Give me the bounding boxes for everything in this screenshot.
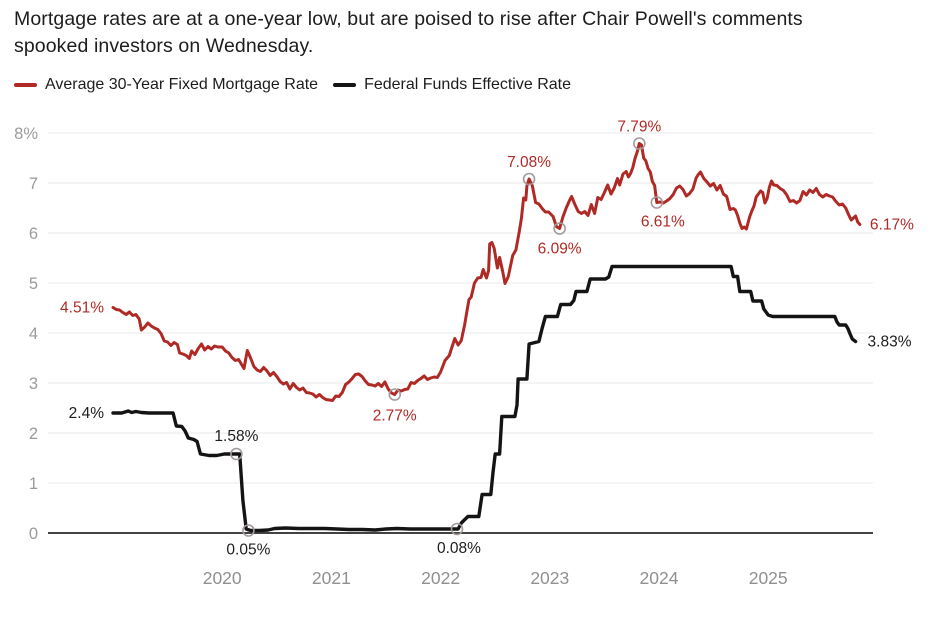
- svg-text:5: 5: [29, 275, 38, 293]
- svg-text:6: 6: [29, 225, 38, 243]
- annotation-marker: [553, 222, 566, 235]
- legend-item-mortgage: Average 30-Year Fixed Mortgage Rate: [14, 76, 318, 94]
- legend-swatch-fedfunds: [333, 83, 357, 87]
- chart-title-line-1: Mortgage rates are at a one-year low, bu…: [14, 8, 803, 30]
- annotation-marker: [633, 137, 646, 150]
- svg-text:7: 7: [29, 175, 38, 193]
- chart-legend: Average 30-Year Fixed Mortgage Rate Fede…: [14, 76, 571, 94]
- annotation-label: 3.83%: [868, 334, 912, 351]
- svg-text:0: 0: [29, 525, 38, 543]
- svg-text:2023: 2023: [530, 568, 569, 588]
- annotation-label: 0.08%: [437, 540, 481, 557]
- legend-item-fedfunds: Federal Funds Effective Rate: [333, 76, 571, 94]
- annotation-label: 6.09%: [538, 241, 582, 258]
- svg-text:8%: 8%: [14, 125, 38, 143]
- annotation-marker: [522, 172, 536, 186]
- svg-text:2025: 2025: [749, 568, 788, 588]
- svg-text:2: 2: [29, 425, 38, 443]
- annotation-label: 7.79%: [617, 119, 661, 136]
- annotation-marker: [650, 196, 664, 209]
- legend-swatch-mortgage: [14, 83, 37, 87]
- legend-label-mortgage: Average 30-Year Fixed Mortgage Rate: [45, 76, 319, 93]
- annotation-marker: [242, 524, 255, 537]
- annotation-label: 4.51%: [60, 300, 104, 317]
- chart-title-line-2: spooked investors on Wednesday.: [14, 35, 314, 57]
- annotation-marker: [450, 522, 464, 536]
- annotation-label: 2.4%: [69, 405, 105, 422]
- series-line-mortgage: [111, 142, 862, 402]
- chart-title: Mortgage rates are at a one-year low, bu…: [14, 6, 906, 60]
- annotation-label: 1.58%: [214, 428, 258, 445]
- annotation-label: 6.61%: [641, 214, 685, 231]
- legend-label-fedfunds: Federal Funds Effective Rate: [364, 76, 571, 93]
- svg-text:2024: 2024: [640, 568, 679, 588]
- svg-text:3: 3: [29, 375, 38, 393]
- annotation-label: 2.77%: [373, 408, 417, 425]
- annotation-label: 6.17%: [870, 217, 914, 234]
- annotation-marker: [388, 388, 402, 401]
- svg-text:2020: 2020: [203, 568, 242, 588]
- svg-text:2022: 2022: [421, 568, 460, 588]
- series-line-fedfunds: [111, 264, 858, 533]
- svg-text:4: 4: [29, 325, 38, 343]
- svg-text:1: 1: [29, 475, 38, 493]
- svg-text:2021: 2021: [312, 568, 351, 588]
- annotation-label: 0.05%: [226, 542, 270, 559]
- annotation-label: 7.08%: [507, 154, 551, 171]
- annotation-marker: [230, 447, 243, 461]
